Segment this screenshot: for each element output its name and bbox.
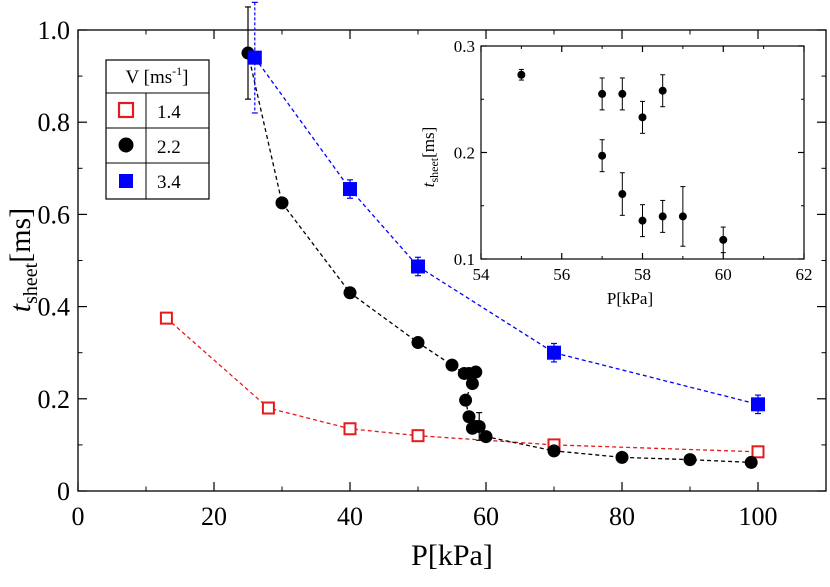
main-tick-labels: 0 20 40 60 80 100 0 0.2 0.4 0.6 0.8 1.0 [38, 16, 778, 531]
data-point [469, 365, 483, 379]
data-point [638, 113, 647, 122]
x-tick-label: 0 [72, 502, 85, 531]
inset-tick-labels: 54 56 58 60 62 0.1 0.2 0.3 [454, 37, 813, 284]
data-point [247, 50, 262, 65]
legend: V [ms-1] 1.4 2.2 3.4 [105, 59, 210, 200]
data-point [445, 358, 459, 372]
x-tick-label: 60 [473, 502, 499, 531]
data-point [411, 259, 425, 274]
inset-yaxis-label: tsheet[ms] [419, 127, 441, 188]
series-1.4 [159, 311, 765, 459]
legend-title: V [ms-1] [126, 64, 189, 88]
data-point [411, 336, 425, 350]
inset-yaxis-label-sub: sheet [427, 157, 441, 182]
legend-label-3: 3.4 [157, 172, 181, 193]
x-tick-label: 62 [796, 265, 813, 284]
y-tick-label: 0.3 [454, 37, 475, 56]
data-point [744, 455, 758, 469]
data-point [459, 393, 473, 407]
inset-series [517, 68, 728, 254]
data-point [598, 151, 607, 160]
x-tick-label: 60 [715, 265, 732, 284]
y-tick-label: 0.2 [38, 385, 71, 414]
main-yaxis-label-unit: [ms] [4, 208, 37, 263]
x-tick-label: 56 [553, 265, 570, 284]
data-point [598, 89, 607, 98]
data-point [462, 410, 476, 424]
data-point [479, 430, 493, 444]
main-xaxis-label: P[kPa] [411, 539, 493, 572]
series-line [165, 317, 759, 453]
y-tick-label: 0.4 [38, 293, 71, 322]
svg-text:tsheet[ms]: tsheet[ms] [419, 127, 441, 188]
data-point [751, 445, 765, 459]
data-point [678, 212, 687, 221]
inset-axis-ticks [480, 45, 805, 260]
inset-yaxis-label-var: t [419, 181, 438, 187]
svg-text:tsheet[ms]: tsheet[ms] [4, 208, 42, 312]
data-point [343, 286, 357, 300]
legend-marker-open-square [117, 101, 135, 119]
inset-xaxis-label: P[kPa] [607, 289, 653, 308]
data-point [517, 70, 526, 79]
main-yaxis-label-sub: sheet [20, 262, 42, 304]
data-point [343, 182, 357, 197]
data-point [465, 377, 479, 391]
y-tick-label: 0.8 [38, 108, 71, 137]
legend-marker-filled-square [119, 174, 133, 188]
data-point [719, 235, 728, 244]
y-tick-label: 0.6 [38, 200, 71, 229]
main-yaxis-label-var: t [4, 303, 37, 312]
data-point [658, 86, 667, 95]
inset-yaxis-label-unit: [ms] [419, 127, 438, 158]
data-point [159, 311, 173, 325]
data-point [472, 419, 486, 433]
data-point [618, 190, 627, 199]
series-2.2 [241, 6, 758, 469]
legend-marker-filled-circle [118, 137, 134, 153]
legend-label-1: 1.4 [157, 102, 181, 123]
data-point [547, 345, 561, 360]
data-point [275, 196, 289, 210]
data-point [683, 453, 697, 467]
data-point [261, 401, 275, 415]
x-tick-label: 80 [609, 502, 635, 531]
y-tick-label: 0 [57, 477, 70, 506]
main-yaxis-label: tsheet[ms] [4, 208, 42, 312]
series-3.4 [247, 1, 765, 415]
x-tick-label: 54 [473, 265, 491, 284]
x-tick-label: 40 [337, 502, 363, 531]
data-point [658, 212, 667, 221]
data-point [751, 397, 765, 412]
series-line [254, 57, 759, 405]
x-tick-label: 20 [201, 502, 227, 531]
main-series [159, 1, 765, 469]
inset-series-points [517, 68, 728, 254]
data-point [618, 89, 627, 98]
data-point [343, 422, 357, 436]
main-axis-ticks [77, 29, 826, 492]
x-tick-label: 58 [634, 265, 651, 284]
data-point [547, 444, 561, 458]
legend-label-2: 2.2 [157, 137, 181, 158]
x-tick-label: 100 [739, 502, 778, 531]
data-point [615, 450, 629, 464]
data-point [638, 216, 647, 225]
y-tick-label: 1.0 [38, 16, 71, 45]
y-tick-label: 0.1 [454, 250, 475, 269]
data-point [411, 429, 425, 443]
y-tick-label: 0.2 [454, 144, 475, 163]
